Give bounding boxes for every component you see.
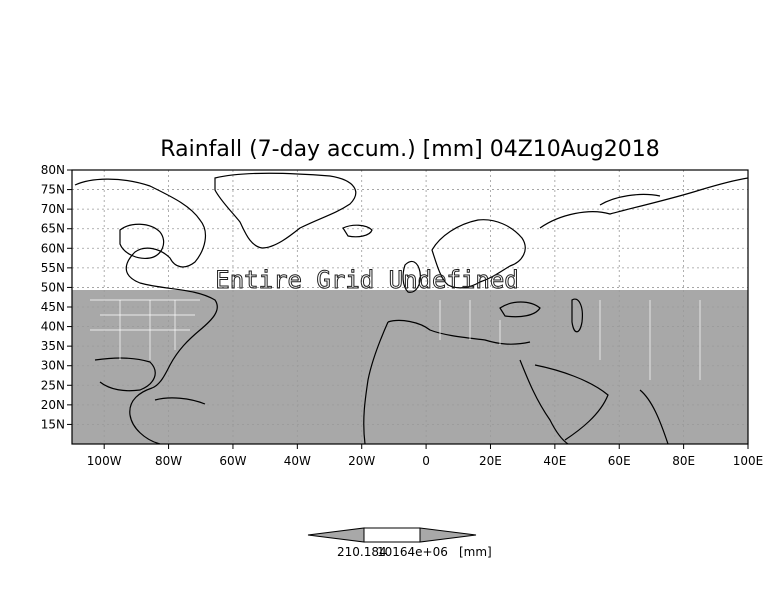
lon-tick-label: 0 [422, 454, 430, 468]
lon-tick-label: 100E [733, 454, 764, 468]
undefined-grid-message: Entire Grid Undefined [215, 266, 518, 294]
north-america-coast [74, 178, 218, 444]
lat-tick-label: 45N [41, 300, 65, 314]
cuba [154, 397, 206, 405]
red-sea [519, 359, 569, 444]
hudson-bay-coast [119, 223, 165, 259]
lat-axis: 80N 75N 70N 65N 60N 55N 50N 45N 40N 35N 30N 25N 20N 1… [41, 163, 72, 431]
lon-axis: 100W 80W 60W 40W 20W 0 20E 40E 60E 80E 100E [87, 444, 763, 468]
lat-tick-label: 75N [41, 183, 65, 197]
scandinavia-coast [431, 219, 526, 289]
colorbar-left-arrow [307, 527, 365, 543]
india-coast [639, 389, 669, 444]
caspian-sea [571, 298, 583, 333]
lon-tick-label: 20E [479, 454, 502, 468]
greenland-coast [214, 172, 357, 249]
colorbar-right-arrow [419, 527, 477, 543]
colorbar-center-box [363, 527, 421, 543]
lat-tick-label: 80N [41, 163, 65, 177]
iceland-coast [342, 224, 373, 238]
lon-tick-label: 100W [87, 454, 122, 468]
black-sea [499, 301, 541, 318]
colorbar: 210.184 10164e+06 [mm] [307, 527, 492, 559]
lon-tick-label: 40W [284, 454, 311, 468]
lat-tick-label: 25N [41, 378, 65, 392]
colorbar-label-right: 10164e+06 [377, 545, 448, 559]
lat-tick-label: 40N [41, 320, 65, 334]
colorbar-unit: [mm] [459, 545, 492, 559]
lat-tick-label: 60N [41, 241, 65, 255]
mediterranean-coast [387, 319, 531, 345]
colorbar-label-left: 210.184 [337, 545, 387, 559]
lon-tick-label: 80E [672, 454, 695, 468]
arabian-peninsula [534, 364, 609, 441]
lon-tick-label: 80W [155, 454, 182, 468]
africa-west-coast [363, 321, 389, 444]
map-plot-area [72, 170, 748, 444]
lat-tick-label: 20N [41, 398, 65, 412]
arctic-coast [539, 177, 748, 229]
lon-tick-label: 60W [219, 454, 246, 468]
lat-tick-label: 65N [41, 222, 65, 236]
lat-tick-label: 50N [41, 280, 65, 294]
borders [90, 299, 701, 380]
lat-tick-label: 70N [41, 202, 65, 216]
lat-tick-label: 35N [41, 339, 65, 353]
map-title: Rainfall (7-day accum.) [mm] 04Z10Aug201… [160, 137, 659, 162]
coastlines [74, 172, 748, 444]
shaded-band [72, 290, 748, 444]
lat-tick-label: 55N [41, 261, 65, 275]
lon-tick-label: 60E [608, 454, 631, 468]
gulf-coast [94, 357, 156, 392]
siberia-coast [599, 193, 661, 206]
lon-tick-label: 40E [543, 454, 566, 468]
lon-tick-label: 20W [348, 454, 375, 468]
lat-tick-label: 30N [41, 359, 65, 373]
gridlines [72, 170, 748, 444]
lat-tick-label: 15N [41, 417, 65, 431]
british-isles-coast [402, 260, 421, 293]
